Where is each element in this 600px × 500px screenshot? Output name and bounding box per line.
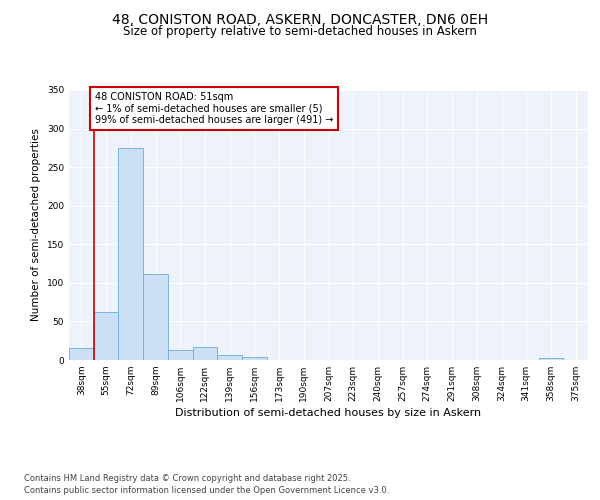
Bar: [118, 148, 143, 360]
Bar: [539, 358, 563, 360]
Bar: [143, 274, 168, 360]
Bar: [168, 350, 193, 360]
Text: 48 CONISTON ROAD: 51sqm
← 1% of semi-detached houses are smaller (5)
99% of semi: 48 CONISTON ROAD: 51sqm ← 1% of semi-det…: [95, 92, 334, 124]
Text: Contains public sector information licensed under the Open Government Licence v3: Contains public sector information licen…: [24, 486, 389, 495]
Bar: [242, 357, 267, 360]
Bar: [94, 312, 118, 360]
Bar: [193, 347, 217, 360]
Bar: [217, 356, 242, 360]
Text: Contains HM Land Registry data © Crown copyright and database right 2025.: Contains HM Land Registry data © Crown c…: [24, 474, 350, 483]
Text: 48, CONISTON ROAD, ASKERN, DONCASTER, DN6 0EH: 48, CONISTON ROAD, ASKERN, DONCASTER, DN…: [112, 12, 488, 26]
Bar: [69, 348, 94, 360]
Y-axis label: Number of semi-detached properties: Number of semi-detached properties: [31, 128, 41, 322]
X-axis label: Distribution of semi-detached houses by size in Askern: Distribution of semi-detached houses by …: [175, 408, 482, 418]
Text: Size of property relative to semi-detached houses in Askern: Size of property relative to semi-detach…: [123, 25, 477, 38]
